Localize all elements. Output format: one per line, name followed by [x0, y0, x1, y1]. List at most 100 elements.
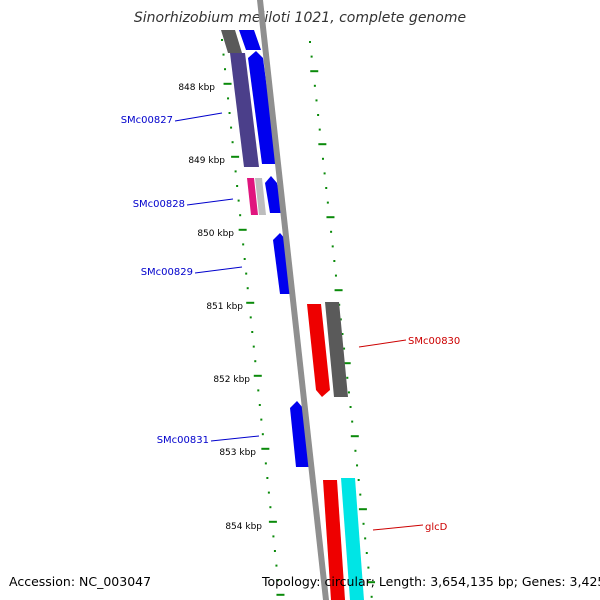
scale-label-851: 851 kbp	[206, 302, 243, 312]
map-title: Sinorhizobium meliloti 1021, complete ge…	[134, 10, 466, 26]
minor-tick	[258, 404, 261, 406]
minor-tick	[323, 172, 326, 175]
gene-label-smc00830[interactable]: SMc00830	[408, 336, 460, 347]
major-tick	[246, 301, 255, 304]
major-tick	[358, 508, 367, 511]
minor-tick	[315, 99, 318, 102]
feature-lightgray[interactable]	[255, 178, 266, 215]
minor-tick	[334, 274, 337, 277]
minor-tick	[221, 39, 223, 41]
minor-tick	[273, 550, 276, 552]
minor-tick	[339, 318, 342, 321]
major-tick	[268, 520, 277, 523]
major-tick	[231, 155, 240, 158]
feature-blue-top[interactable]	[239, 30, 261, 50]
feature-smc00828-arrow[interactable]	[265, 176, 283, 213]
gene-label-smc00831[interactable]: SMc00831	[157, 435, 209, 446]
accession-text: Accession: NC_003047	[9, 574, 152, 589]
feature-magenta[interactable]	[247, 178, 258, 215]
minor-tick	[349, 406, 352, 408]
minor-tick	[341, 333, 344, 335]
minor-tick	[330, 230, 333, 233]
minor-tick	[313, 84, 316, 87]
left-tick-track	[221, 39, 285, 596]
feature-gray-top[interactable]	[221, 30, 242, 53]
minor-tick	[230, 126, 233, 129]
feature-cyan[interactable]	[341, 478, 364, 600]
leader-smc00828	[186, 198, 234, 206]
minor-tick	[261, 433, 264, 436]
minor-tick	[272, 535, 275, 538]
feature-gray-right[interactable]	[325, 302, 348, 397]
minor-tick	[254, 360, 257, 363]
gene-label-smc00828[interactable]: SMc00828	[133, 199, 185, 210]
minor-tick	[318, 128, 321, 131]
minor-tick	[224, 68, 227, 71]
scale-label-853: 853 kbp	[219, 448, 256, 458]
minor-tick	[357, 479, 360, 481]
scale-label-849: 849 kbp	[188, 156, 225, 166]
minor-tick	[236, 185, 239, 187]
major-tick	[350, 435, 359, 438]
minor-tick	[347, 391, 350, 394]
major-tick	[318, 143, 327, 146]
minor-tick	[251, 331, 254, 333]
feature-smc00831-arrow[interactable]	[290, 401, 309, 467]
minor-tick	[264, 462, 267, 465]
minor-tick	[364, 537, 367, 540]
scale-labels: 848 kbp 849 kbp 850 kbp 851 kbp 852 kbp …	[178, 83, 262, 532]
minor-tick	[367, 566, 370, 569]
minor-tick	[370, 595, 373, 598]
major-tick	[261, 447, 270, 450]
minor-tick	[222, 53, 225, 56]
minor-tick	[242, 243, 245, 246]
minor-tick	[365, 552, 368, 554]
scale-label-852: 852 kbp	[213, 375, 250, 385]
minor-tick	[276, 579, 279, 582]
minor-tick	[326, 201, 329, 204]
minor-tick	[309, 41, 311, 43]
genome-summary: Topology: circular; Length: 3,654,135 bp…	[262, 574, 600, 589]
feature-smc00830-arrow[interactable]	[307, 304, 330, 397]
major-tick	[326, 216, 335, 219]
feature-darkslate[interactable]	[230, 53, 259, 167]
minor-tick	[346, 376, 349, 379]
minor-tick	[243, 258, 246, 260]
reverse-feature-track	[307, 302, 364, 600]
forward-feature-track	[221, 30, 309, 467]
minor-tick	[260, 418, 263, 421]
minor-tick	[234, 170, 237, 173]
minor-tick	[317, 114, 320, 116]
minor-tick	[266, 477, 269, 479]
leader-smc00827	[174, 112, 223, 122]
minor-tick	[333, 260, 336, 262]
minor-tick	[275, 564, 278, 567]
feature-glcd-arrow[interactable]	[323, 480, 345, 600]
minor-tick	[310, 55, 313, 58]
scale-label-848: 848 kbp	[178, 83, 215, 93]
gene-label-smc00829[interactable]: SMc00829	[141, 267, 193, 278]
minor-tick	[245, 272, 248, 275]
minor-tick	[252, 345, 255, 348]
gene-label-smc00827[interactable]: SMc00827	[121, 115, 173, 126]
minor-tick	[331, 245, 334, 248]
gene-label-glcd[interactable]: glcD	[425, 522, 448, 533]
minor-tick	[267, 491, 270, 494]
major-tick	[253, 374, 262, 377]
major-tick	[276, 593, 285, 596]
leader-smc00831	[210, 435, 260, 442]
minor-tick	[356, 464, 359, 467]
minor-tick	[237, 199, 240, 202]
minor-tick	[359, 493, 362, 496]
minor-tick	[227, 97, 230, 100]
minor-tick	[343, 347, 346, 350]
major-tick	[342, 362, 351, 365]
right-tick-track	[309, 41, 376, 598]
feature-smc00827-arrow[interactable]	[248, 51, 277, 164]
minor-tick	[249, 316, 252, 319]
scale-label-850: 850 kbp	[197, 229, 234, 239]
leader-glcd	[372, 524, 424, 531]
major-tick	[238, 228, 247, 231]
major-tick	[310, 70, 319, 73]
